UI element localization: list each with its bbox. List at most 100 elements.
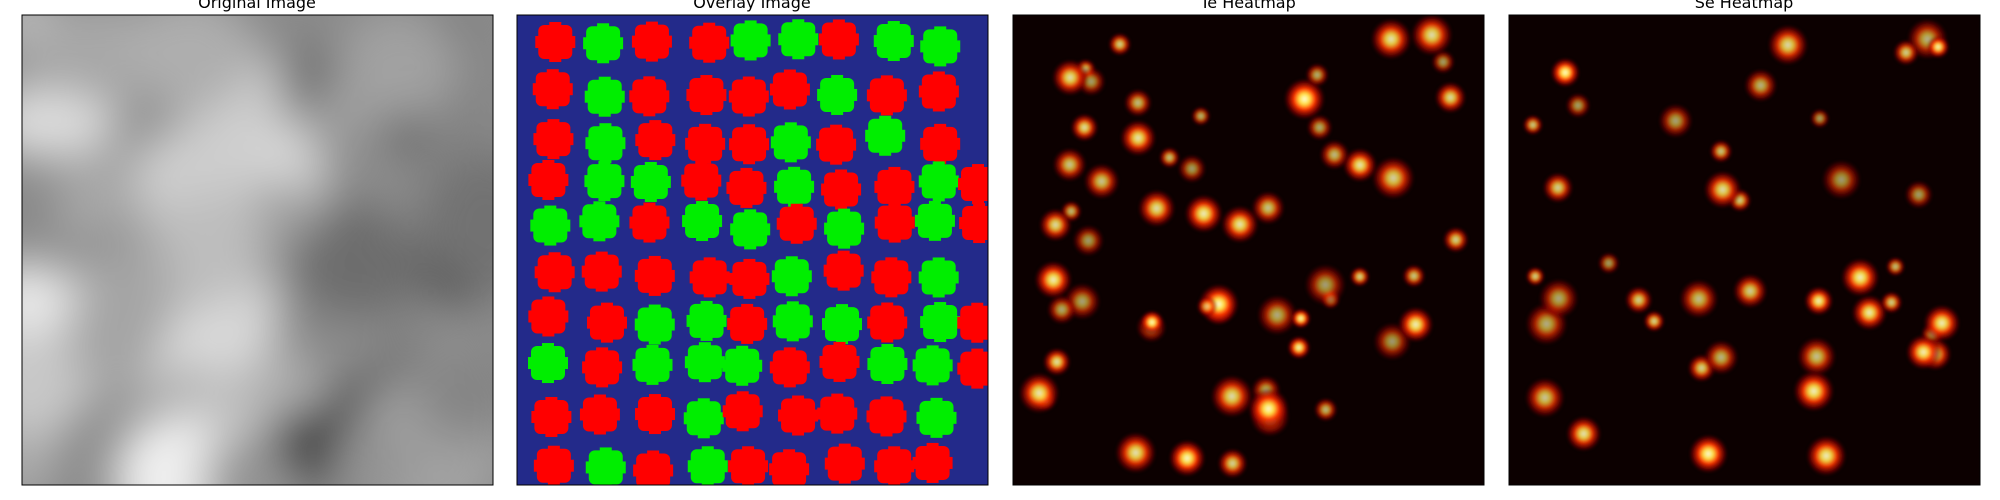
spot xyxy=(1904,180,1934,210)
spot xyxy=(1803,285,1834,316)
marker xyxy=(742,76,755,117)
marker xyxy=(885,257,898,298)
marker xyxy=(644,161,657,202)
marker xyxy=(880,396,893,437)
marker xyxy=(831,74,844,115)
marker xyxy=(695,160,708,201)
blob xyxy=(422,347,493,436)
spot xyxy=(1210,374,1254,419)
panel-title: Se Heatmap xyxy=(1695,0,1794,12)
spot xyxy=(1046,294,1077,325)
marker xyxy=(838,443,851,484)
marker xyxy=(701,446,714,485)
spot xyxy=(1709,139,1733,164)
marker xyxy=(785,256,798,297)
texture xyxy=(22,15,493,485)
spot xyxy=(1139,310,1165,335)
spot xyxy=(1926,35,1950,59)
frame xyxy=(21,14,494,486)
marker xyxy=(547,445,560,485)
spot xyxy=(1137,189,1176,228)
marker xyxy=(545,396,558,437)
original-image xyxy=(22,15,493,485)
spot xyxy=(1286,335,1311,360)
spot xyxy=(1038,208,1073,242)
marker xyxy=(649,394,662,435)
marker xyxy=(881,302,894,343)
marker xyxy=(700,300,713,341)
spot xyxy=(1525,266,1546,287)
frame xyxy=(516,14,989,486)
marker xyxy=(648,255,661,296)
marker xyxy=(542,159,555,200)
blob xyxy=(113,413,225,485)
overlay-image xyxy=(517,15,988,485)
spot xyxy=(1256,294,1298,336)
panel-title: Overlay Image xyxy=(693,0,810,12)
marker xyxy=(971,302,984,343)
blob xyxy=(336,15,461,120)
spot xyxy=(1885,256,1906,277)
marker xyxy=(830,124,843,165)
spot xyxy=(1342,147,1378,183)
marker xyxy=(744,209,757,250)
spot xyxy=(1703,339,1739,376)
spot xyxy=(1184,194,1224,234)
spot xyxy=(1410,15,1454,57)
spot xyxy=(1905,334,1942,370)
blob xyxy=(125,15,256,111)
blob xyxy=(292,214,422,320)
spot xyxy=(1306,114,1333,141)
marker xyxy=(926,345,939,386)
marker xyxy=(888,446,901,485)
marker xyxy=(934,302,947,343)
marker xyxy=(837,250,850,291)
spot xyxy=(1524,377,1566,419)
marker xyxy=(792,19,805,60)
marker xyxy=(783,449,796,485)
marker xyxy=(972,164,985,205)
marker xyxy=(593,201,606,242)
spot xyxy=(1923,304,1961,342)
marker xyxy=(934,123,947,164)
frame xyxy=(1508,14,1981,486)
marker xyxy=(699,123,712,164)
spot xyxy=(1821,159,1862,200)
spot xyxy=(1397,306,1434,343)
spot xyxy=(1177,154,1207,184)
spot xyxy=(1119,119,1157,157)
marker xyxy=(880,75,893,116)
blob xyxy=(22,87,120,160)
marker xyxy=(744,20,757,61)
marker xyxy=(743,124,756,165)
marker xyxy=(599,447,612,485)
marker xyxy=(783,347,796,388)
spot xyxy=(1892,39,1920,66)
marker xyxy=(548,252,561,293)
spot xyxy=(1643,310,1666,333)
spot xyxy=(1434,81,1467,114)
spot xyxy=(1880,291,1903,314)
spot xyxy=(1290,308,1312,329)
spot xyxy=(1597,251,1620,275)
marker xyxy=(700,75,713,116)
spot xyxy=(1168,439,1207,478)
marker xyxy=(649,120,662,161)
spot xyxy=(1550,57,1581,88)
spot xyxy=(1430,49,1456,75)
spot xyxy=(1624,285,1653,315)
spot xyxy=(1033,260,1073,300)
spot xyxy=(1743,68,1778,103)
marker xyxy=(788,166,801,207)
spot xyxy=(1732,273,1768,309)
marker xyxy=(593,394,606,435)
marker xyxy=(888,202,901,243)
spot xyxy=(1538,277,1580,319)
marker xyxy=(595,251,608,292)
marker xyxy=(736,391,749,432)
marker xyxy=(881,344,894,385)
marker xyxy=(888,166,901,207)
blob xyxy=(419,151,493,290)
spot xyxy=(1565,415,1602,452)
